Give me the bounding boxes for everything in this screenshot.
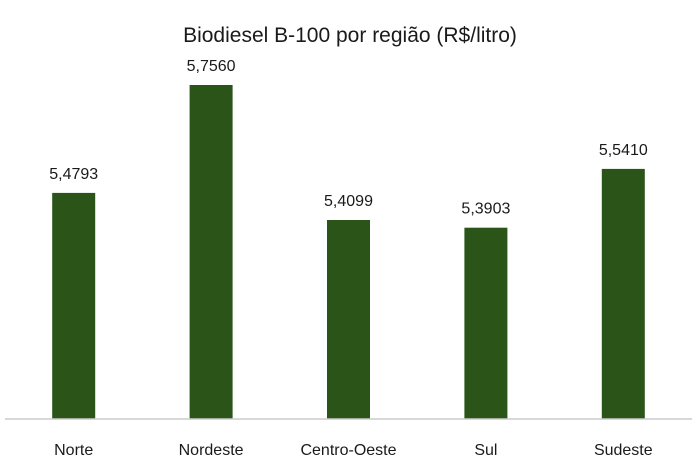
value-label-nordeste: 5,7560 (187, 58, 236, 75)
chart-title: Biodiesel B-100 por região (R$/litro) (183, 24, 517, 47)
bar-norte (52, 192, 96, 419)
category-label-centro-oeste: Centro-Oeste (300, 442, 396, 459)
bar-sudeste (601, 168, 645, 419)
bar-sul (464, 227, 508, 419)
category-label-sudeste: Sudeste (594, 442, 653, 459)
bars-group (52, 85, 645, 419)
bar-nordeste (189, 85, 233, 419)
category-label-sul: Sul (474, 442, 497, 459)
value-label-sudeste: 5,5410 (599, 142, 648, 159)
value-labels-group: 5,4793 5,7560 5,4099 5,3903 5,5410 (49, 58, 648, 218)
category-label-norte: Norte (54, 442, 93, 459)
category-labels-group: Norte Nordeste Centro-Oeste Sul Sudeste (54, 442, 653, 459)
value-label-centro-oeste: 5,4099 (324, 193, 373, 210)
category-label-nordeste: Nordeste (179, 442, 244, 459)
bar-centro-oeste (327, 220, 370, 419)
value-label-norte: 5,4793 (49, 166, 98, 183)
value-label-sul: 5,3903 (461, 201, 510, 218)
